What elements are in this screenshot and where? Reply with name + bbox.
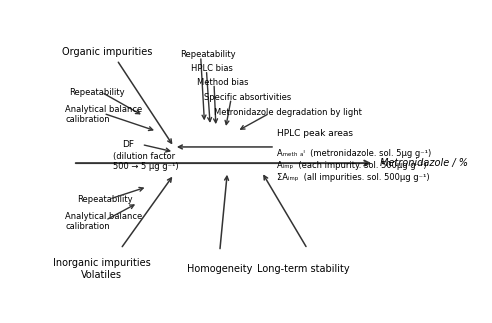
Text: Repeatability: Repeatability	[69, 88, 125, 97]
Text: ΣAᵢₘₚ  (all impurities. sol. 500μg g⁻¹): ΣAᵢₘₚ (all impurities. sol. 500μg g⁻¹)	[277, 173, 430, 182]
Text: Organic impurities: Organic impurities	[62, 47, 153, 57]
Text: Inorganic impurities
Volatiles: Inorganic impurities Volatiles	[53, 258, 151, 280]
Text: DF: DF	[123, 140, 134, 149]
Text: Method bias: Method bias	[197, 78, 248, 87]
Text: (dilution factor
500 → 5 μg g⁻¹): (dilution factor 500 → 5 μg g⁻¹)	[113, 152, 179, 171]
Text: Analytical balance
calibration: Analytical balance calibration	[65, 212, 143, 231]
Text: Homogeneity: Homogeneity	[187, 264, 252, 274]
Text: HPLC bias: HPLC bias	[191, 64, 233, 73]
Text: Repeatability: Repeatability	[180, 50, 235, 59]
Text: Repeatability: Repeatability	[77, 195, 132, 204]
Text: Metronidazole degradation by light: Metronidazole degradation by light	[214, 108, 362, 117]
Text: Analytical balance
calibration: Analytical balance calibration	[65, 105, 143, 124]
Text: Aᵢₘₚ  (each impurity. sol. 500μg g⁻¹): Aᵢₘₚ (each impurity. sol. 500μg g⁻¹)	[277, 162, 427, 170]
Text: Metronidazole / %: Metronidazole / %	[380, 158, 468, 168]
Text: Specific absortivities: Specific absortivities	[205, 93, 292, 102]
Text: Aₘₑₜₕ ₐᴵ  (metronidazole. sol. 5μg g⁻¹): Aₘₑₜₕ ₐᴵ (metronidazole. sol. 5μg g⁻¹)	[277, 150, 431, 159]
Text: Long-term stability: Long-term stability	[257, 264, 350, 274]
Text: HPLC peak areas: HPLC peak areas	[277, 129, 353, 138]
